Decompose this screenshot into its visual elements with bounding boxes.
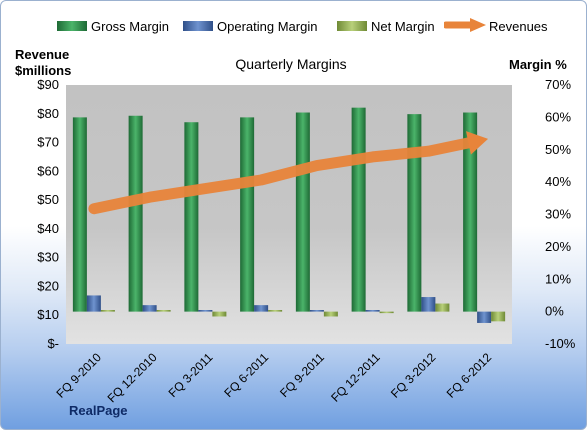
left-axis-title-line1: Revenue [15, 47, 70, 62]
left-axis-tick-label: $70 [37, 135, 59, 150]
left-axis-title-line2: $millions [15, 63, 72, 78]
operating-margin-bar [421, 297, 436, 312]
right-axis-tick-label: 30% [545, 207, 571, 222]
gross-margin-bar [351, 107, 366, 312]
x-axis-category-label: FQ 6-2011 [221, 350, 271, 400]
legend-swatch-operating [183, 21, 213, 31]
operating-margin-bar [309, 310, 324, 312]
gross-margin-bar [463, 112, 478, 312]
net-margin-bar [212, 311, 227, 317]
left-axis-tick-label: $20 [37, 278, 59, 293]
net-margin-bar [268, 310, 283, 312]
right-axis-tick-label: 10% [545, 271, 571, 286]
right-axis-tick-label: 60% [545, 109, 571, 124]
gross-margin-bar [407, 114, 422, 312]
operating-margin-bar [198, 310, 213, 312]
left-axis-tick-label: $90 [37, 77, 59, 92]
x-axis-category-label: FQ 9-2011 [277, 350, 327, 400]
legend-swatch-revenues [444, 18, 486, 32]
left-axis-tick-label: $10 [37, 307, 59, 322]
x-axis-category-label: FQ 12-2011 [328, 350, 383, 405]
left-axis-tick-label: $40 [37, 221, 59, 236]
left-axis-tick-label: $60 [37, 163, 59, 178]
operating-margin-bar [254, 305, 269, 312]
gross-margin-bar [295, 112, 310, 312]
net-margin-bar [100, 310, 115, 312]
operating-margin-bar [477, 311, 492, 323]
legend-swatch-gross [57, 21, 87, 31]
right-axis-tick-label: 40% [545, 174, 571, 189]
net-margin-bar [379, 311, 394, 314]
x-axis-category-label: FQ 3-2012 [388, 350, 439, 401]
x-axis-category-label: FQ 12-2010 [105, 350, 160, 405]
left-axis-tick-label: $30 [37, 250, 59, 265]
left-axis-tick-label: $50 [37, 192, 59, 207]
legend-swatch-net [337, 21, 367, 31]
left-axis-tick-label: $80 [37, 106, 59, 121]
gross-margin-bar [128, 115, 143, 312]
operating-margin-bar [365, 310, 380, 312]
operating-margin-bar [86, 295, 101, 312]
legend-revenues-label: Revenues [489, 19, 548, 34]
legend-operating-label: Operating Margin [217, 19, 318, 34]
legend-net-label: Net Margin [371, 19, 435, 34]
revenues-line [88, 137, 474, 215]
x-axis-category-label: FQ 9-2010 [54, 350, 105, 401]
operating-margin-bar [142, 305, 157, 312]
left-axis-tick-label: $- [47, 336, 59, 351]
legend-gross-label: Gross Margin [91, 19, 170, 34]
gross-margin-bar [72, 117, 87, 312]
brand-label: RealPage [69, 403, 128, 418]
right-axis-tick-label: -10% [545, 336, 576, 351]
x-axis-category-label: FQ 6-2012 [444, 350, 495, 401]
right-axis-title: Margin % [509, 57, 567, 72]
net-margin-bar [323, 311, 338, 317]
gross-margin-bar [240, 117, 255, 312]
right-axis-tick-label: 20% [545, 239, 571, 254]
revenues-arrowhead [466, 131, 489, 155]
chart-title: Quarterly Margins [235, 56, 347, 72]
gross-margin-bar [184, 122, 199, 312]
net-margin-bar [435, 303, 450, 312]
net-margin-bar [156, 310, 171, 312]
net-margin-bar [491, 311, 506, 322]
right-axis-tick-label: 0% [545, 304, 564, 319]
right-axis-tick-label: 50% [545, 142, 571, 157]
x-axis-category-label: FQ 3-2011 [166, 350, 216, 400]
right-axis-tick-label: 70% [545, 77, 571, 92]
